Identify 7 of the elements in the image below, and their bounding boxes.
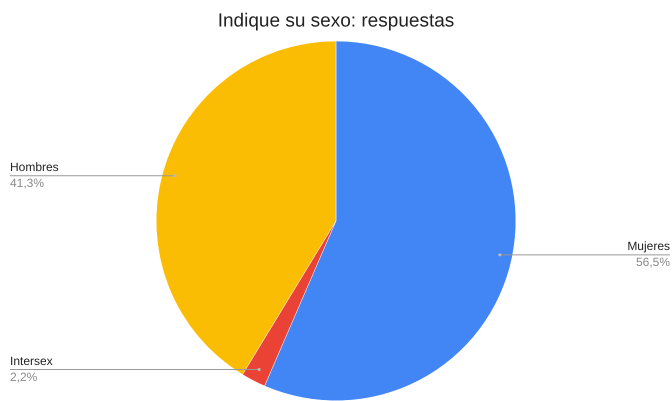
data-label: 2,2% [10, 370, 38, 384]
slice-label: Intersex [10, 354, 53, 368]
chart-title: Indique su sexo: respuestas [218, 10, 454, 32]
slice-label: Mujeres [627, 239, 670, 254]
slice-label: Hombres [10, 160, 59, 174]
data-label: 56,5% [636, 255, 670, 270]
data-label: 41,3% [10, 176, 44, 190]
